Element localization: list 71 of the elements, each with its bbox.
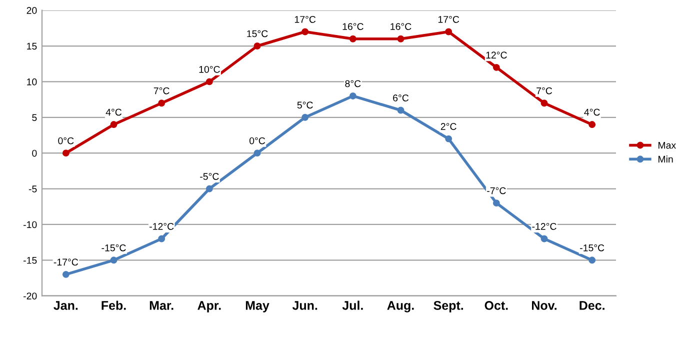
point	[254, 150, 261, 157]
data-label: -12°C	[150, 222, 174, 230]
data-label: -12°C	[532, 222, 556, 230]
point	[158, 235, 166, 242]
data-label: 2°C	[440, 123, 456, 130]
data-label: 15°C	[247, 30, 268, 38]
data-label: 16°C	[390, 23, 412, 30]
point	[445, 135, 452, 142]
point	[397, 35, 404, 42]
point	[158, 100, 166, 107]
data-label: 17°C	[294, 16, 316, 23]
x-tick-label: Oct.	[484, 301, 508, 310]
y-tick-label: 0	[32, 150, 37, 157]
x-tick-label: Jul.	[342, 300, 363, 310]
data-label: 10°C	[199, 66, 220, 73]
x-tick-label: Sept.	[434, 301, 464, 312]
y-tick-label: 15	[27, 42, 37, 50]
data-label: -15°C	[580, 244, 604, 252]
data-label: 0°C	[58, 137, 74, 144]
x-tick-label: Aug.	[387, 301, 414, 312]
y-tick-label: -10	[24, 221, 37, 228]
point	[588, 121, 596, 128]
point	[397, 106, 404, 114]
data-label: 0°C	[249, 137, 266, 144]
point	[540, 100, 548, 107]
point	[302, 114, 309, 121]
data-label: 16°C	[342, 23, 364, 30]
point	[254, 42, 261, 50]
point	[349, 92, 356, 100]
data-label: 8°C	[345, 80, 361, 88]
y-tick-label: -20	[24, 292, 37, 300]
data-label: 17°C	[438, 16, 460, 23]
x-tick-label: Mar.	[150, 301, 174, 310]
point	[445, 28, 452, 36]
point	[540, 235, 548, 242]
point	[62, 150, 70, 157]
legend-label: Min	[658, 156, 673, 163]
data-label: 5°C	[297, 102, 313, 109]
x-tick-label: Jun.	[292, 301, 318, 310]
legend-label: Max	[658, 142, 676, 149]
x-tick-label: May	[246, 301, 270, 312]
y-tick-label: -15	[24, 256, 37, 264]
point	[302, 28, 309, 36]
data-label: 4°C	[106, 108, 122, 116]
data-label: -7°C	[487, 187, 506, 194]
y-tick-label: 5	[32, 114, 37, 122]
point	[206, 78, 213, 86]
data-label: 6°C	[393, 94, 409, 102]
point	[62, 270, 70, 278]
data-label: -5°C	[200, 173, 219, 180]
data-label: 4°C	[584, 108, 600, 116]
data-label: 7°C	[154, 87, 170, 94]
y-tick-label: 20	[26, 7, 37, 14]
x-tick-label: Feb.	[102, 300, 126, 310]
x-tick-label: Dec.	[580, 301, 604, 310]
x-tick-label: Apr.	[198, 301, 221, 312]
point	[492, 200, 500, 207]
data-label: 7°C	[536, 87, 552, 94]
x-tick-label: Nov.	[532, 301, 556, 310]
point	[206, 185, 213, 192]
point	[110, 256, 118, 264]
data-label: -15°C	[102, 244, 126, 252]
point	[349, 35, 356, 42]
data-label: -17°C	[54, 258, 78, 266]
y-tick-label: 10	[27, 78, 37, 86]
y-tick-label: -5	[28, 186, 37, 192]
point	[110, 121, 118, 128]
data-label: 12°C	[486, 52, 507, 59]
x-tick-label: Jan.	[54, 301, 78, 310]
point	[492, 64, 500, 71]
point	[588, 256, 596, 264]
